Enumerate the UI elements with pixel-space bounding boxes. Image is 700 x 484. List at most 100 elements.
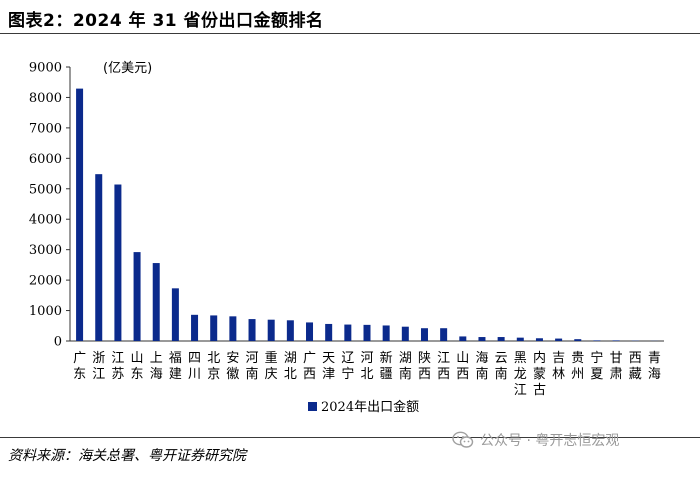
x-tick-label: 重	[265, 350, 278, 366]
x-tick-label: 津	[322, 367, 335, 382]
bar	[152, 263, 160, 341]
y-tick-label: 0	[54, 335, 62, 350]
x-tick-label: 京	[207, 367, 220, 382]
x-tick-label: 肃	[610, 367, 623, 382]
x-tick-label: 建	[169, 367, 182, 382]
x-tick-label: 广	[73, 351, 86, 366]
x-tick-label: 青	[648, 351, 661, 366]
bar	[401, 326, 409, 341]
bar	[133, 252, 141, 341]
x-tick-label: 江	[92, 367, 105, 382]
x-tick-label: 海	[475, 351, 488, 366]
x-tick-label: 海	[150, 367, 163, 382]
x-tick-label: 湖	[399, 351, 412, 366]
x-tick-label: 西	[456, 367, 469, 382]
x-tick-label: 广	[303, 351, 316, 366]
wechat-icon	[452, 431, 474, 448]
legend-label: 2024年出口金额	[321, 399, 419, 415]
y-tick-label: 5000	[29, 182, 62, 197]
bar	[114, 184, 122, 341]
x-tick-label: 西	[629, 351, 642, 366]
bar	[76, 88, 84, 341]
bar	[459, 336, 467, 341]
bar	[574, 339, 582, 341]
x-tick-label: 辽	[341, 351, 354, 366]
x-tick-label: 四	[188, 351, 201, 366]
x-tick-label: 河	[246, 351, 259, 366]
x-tick-label: 江	[514, 383, 527, 398]
x-tick-label: 宁	[590, 350, 603, 366]
x-tick-label: 天	[322, 351, 335, 366]
x-tick-label: 古	[533, 383, 546, 398]
y-tick-label: 4000	[29, 213, 62, 228]
x-tick-label: 湖	[284, 351, 297, 366]
bar	[363, 324, 371, 341]
x-tick-label: 庆	[265, 367, 278, 382]
bar	[286, 320, 294, 341]
x-tick-label: 东	[131, 367, 144, 382]
x-tick-label: 甘	[610, 351, 623, 366]
x-tick-label: 北	[284, 367, 297, 382]
bar	[516, 337, 524, 341]
x-tick-label: 吉	[552, 351, 565, 366]
y-tick-label: 2000	[29, 274, 62, 289]
x-tick-label: 黑	[514, 351, 527, 366]
x-tick-label: 西	[418, 367, 431, 382]
bar	[440, 328, 448, 341]
y-tick-label: 9000	[29, 61, 62, 76]
x-tick-label: 徽	[226, 367, 239, 382]
bar	[535, 338, 543, 341]
bar	[267, 319, 275, 341]
x-tick-label: 蒙	[533, 367, 546, 382]
y-axis: 0 1000 2000 3000 4000 5000 6000 7000 8000 9000	[29, 61, 71, 350]
x-tick-label: 云	[495, 351, 508, 366]
x-tick-label: 北	[207, 351, 220, 366]
bar	[191, 314, 199, 341]
x-tick-label: 夏	[590, 367, 603, 382]
bar	[229, 316, 237, 341]
bar	[248, 319, 256, 341]
x-tick-label: 疆	[380, 367, 393, 382]
figure-title: 图表2：2024 年 31 省份出口金额排名	[8, 11, 324, 31]
y-tick-label: 6000	[29, 152, 62, 167]
bar	[612, 340, 620, 341]
bar	[555, 338, 563, 341]
bar	[382, 325, 390, 341]
x-tick-label: 南	[495, 366, 508, 382]
y-tick-label: 1000	[29, 304, 62, 319]
legend-swatch	[308, 402, 317, 411]
y-tick-label: 3000	[29, 243, 62, 258]
source-note: 资料来源：海关总署、粤开证券研究院	[8, 448, 246, 464]
x-tick-label: 西	[437, 367, 450, 382]
x-tick-label: 山	[131, 351, 144, 366]
x-tick-label: 内	[533, 350, 546, 366]
x-tick-label: 藏	[629, 367, 642, 382]
x-tick-label: 林	[552, 367, 565, 382]
bar	[593, 340, 601, 341]
bar	[497, 337, 505, 341]
bar	[420, 328, 428, 341]
bar	[306, 322, 314, 341]
x-axis: 广东浙江江苏山东上海福建四川北京安徽河南重庆湖北广西天津辽宁河北新疆湖南陕西江西…	[70, 340, 664, 398]
unit-label: (亿美元)	[103, 61, 152, 76]
x-tick-label: 北	[360, 367, 373, 382]
y-tick-label: 8000	[29, 91, 62, 106]
title-rule	[0, 33, 700, 34]
x-tick-label: 贵	[571, 351, 584, 366]
x-tick-label: 东	[73, 367, 86, 382]
bar	[478, 337, 486, 341]
bar	[171, 288, 179, 341]
legend: 2024年出口金额	[308, 399, 419, 415]
bar	[95, 174, 103, 341]
x-tick-label: 南	[475, 366, 488, 382]
x-tick-label: 江	[437, 351, 450, 366]
watermark-text: 公众号 · 粤开志恒宏观	[480, 433, 620, 449]
x-tick-label: 西	[303, 367, 316, 382]
x-tick-label: 山	[456, 351, 469, 366]
y-tick-label: 7000	[29, 121, 62, 136]
x-tick-label: 上	[150, 351, 163, 366]
bar	[325, 323, 333, 341]
x-tick-label: 海	[648, 367, 661, 382]
x-tick-label: 苏	[111, 366, 124, 382]
